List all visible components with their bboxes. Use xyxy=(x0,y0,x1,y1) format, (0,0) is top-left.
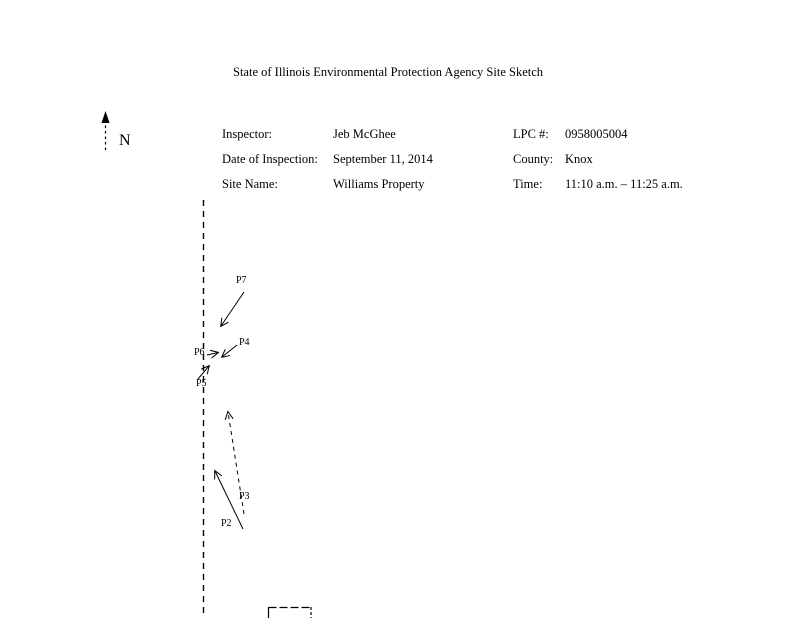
date-of-inspection-value: September 11, 2014 xyxy=(333,152,433,166)
point-label-p4: P4 xyxy=(239,337,250,348)
lpc-number-label: LPC #: xyxy=(513,127,549,141)
site-name-value: Williams Property xyxy=(333,177,425,191)
inspector-value: Jeb McGhee xyxy=(333,127,396,141)
arrow-p5 xyxy=(197,366,209,380)
time-label: Time: xyxy=(513,177,543,191)
structure-outline xyxy=(267,606,312,618)
arrow-p3 xyxy=(228,412,245,515)
lpc-number-value: 0958005004 xyxy=(565,127,628,141)
point-label-p7: P7 xyxy=(236,275,247,286)
north-label: N xyxy=(119,132,131,149)
date-of-inspection-label: Date of Inspection: xyxy=(222,152,318,166)
inspector-label: Inspector: xyxy=(222,127,272,141)
point-label-p5: P5 xyxy=(196,378,207,389)
county-label: County: xyxy=(513,152,554,166)
arrow-p2 xyxy=(215,471,244,530)
point-label-p3: P3 xyxy=(239,491,250,502)
point-label-p2: P2 xyxy=(221,518,232,529)
time-value: 11:10 a.m. – 11:25 a.m. xyxy=(565,177,683,191)
arrow-p4 xyxy=(222,344,238,357)
arrow-p6 xyxy=(206,353,218,356)
county-value: Knox xyxy=(565,152,593,166)
point-label-p6: P6 xyxy=(194,347,205,358)
site-name-label: Site Name: xyxy=(222,177,278,191)
page-title: State of Illinois Environmental Protecti… xyxy=(233,65,544,79)
arrow-p7 xyxy=(221,291,245,326)
north-arrow-icon xyxy=(101,111,110,150)
